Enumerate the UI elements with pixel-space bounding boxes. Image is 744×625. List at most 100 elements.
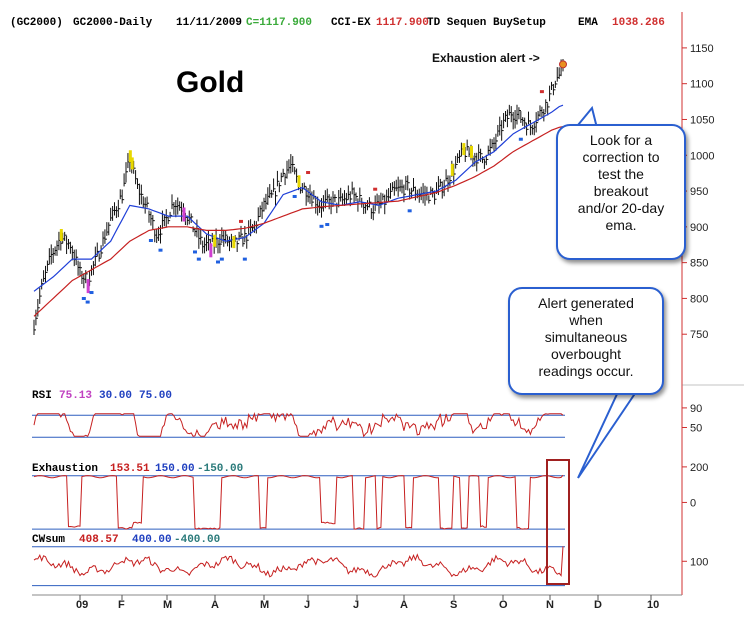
callout-line: overbought xyxy=(550,346,622,362)
callout-line: Alert generated xyxy=(538,295,634,311)
callout-correction: Look for a correction to test the breakout a… xyxy=(556,124,686,260)
support-marker xyxy=(216,260,220,264)
x-tick-label: A xyxy=(211,599,219,611)
callout-line: ema. xyxy=(605,217,637,233)
support-marker xyxy=(292,194,297,198)
support-marker xyxy=(81,296,86,300)
setup-bar xyxy=(128,150,132,163)
setup-bar xyxy=(130,157,134,170)
exhaustion-value: 153.51 xyxy=(110,463,150,475)
setup-bar xyxy=(462,143,466,156)
resistance-marker xyxy=(539,90,544,94)
cwsum-line xyxy=(33,546,564,578)
support-marker xyxy=(518,137,523,141)
setup-bar xyxy=(470,145,473,158)
price-tick-label: 800 xyxy=(690,293,708,305)
setup-bar xyxy=(450,163,454,176)
header-cci-label: CCI-EX xyxy=(331,17,371,29)
x-tick-label: 10 xyxy=(647,599,659,611)
header-date: 11/11/2009 xyxy=(176,17,242,29)
countdown-bar xyxy=(182,207,186,222)
support-marker xyxy=(158,248,163,252)
price-tick-label: 1100 xyxy=(690,79,714,91)
callout-line: correction to xyxy=(582,149,660,165)
support-marker xyxy=(325,223,330,227)
ema-50-line xyxy=(33,126,564,317)
exhaustion-tick-label: 200 xyxy=(690,462,708,474)
exhaustion-alert-annotation: Exhaustion alert -> xyxy=(432,51,540,65)
support-marker xyxy=(242,257,247,261)
callout-alert-generated: Alert generated when simultaneous overbough… xyxy=(508,287,664,395)
chart-title: Gold xyxy=(176,66,244,99)
price-tick-label: 750 xyxy=(690,329,708,341)
x-tick-label: J xyxy=(353,599,359,611)
callout-line: breakout xyxy=(593,183,649,199)
price-tick-label: 1050 xyxy=(690,114,714,126)
support-marker xyxy=(85,300,90,304)
setup-bar xyxy=(297,175,301,188)
price-tick-label: 850 xyxy=(690,258,708,270)
callout-line: and/or 20-day xyxy=(577,200,665,216)
header-study: TD Sequen BuySetup xyxy=(427,17,546,29)
x-tick-label: J xyxy=(304,599,310,611)
x-tick-label: 09 xyxy=(76,599,88,611)
callout-line: simultaneous xyxy=(544,329,628,345)
support-marker xyxy=(319,224,324,228)
cwsum-value: 408.57 xyxy=(79,534,119,546)
support-marker xyxy=(196,257,201,261)
setup-bar xyxy=(213,234,217,247)
rsi-label: RSI xyxy=(32,390,52,402)
ema-20-line xyxy=(33,104,564,292)
rsi-tick-label: 90 xyxy=(690,403,702,415)
exhaustion-line xyxy=(33,474,564,530)
rsi-level-low: 30.00 xyxy=(99,390,132,402)
x-tick-label: N xyxy=(546,599,554,611)
countdown-bar xyxy=(209,243,213,258)
x-tick-label: M xyxy=(260,599,269,611)
support-marker xyxy=(407,209,412,213)
setup-bar xyxy=(59,228,63,241)
x-tick-label: M xyxy=(163,599,172,611)
price-tick-label: 1000 xyxy=(690,150,714,162)
header-cci-value: 1117.900 xyxy=(376,17,429,29)
resistance-marker xyxy=(373,187,378,191)
setup-bar xyxy=(232,236,236,249)
callout-bottom-tail xyxy=(577,391,638,479)
header-close: C=1117.900 xyxy=(246,17,312,29)
header-name: GC2000-Daily xyxy=(73,17,153,29)
rsi-level-high: 75.00 xyxy=(139,390,172,402)
header-symbol: (GC2000) xyxy=(10,17,63,29)
support-marker xyxy=(148,239,153,243)
cwsum-label: CWsum xyxy=(32,534,65,546)
x-tick-label: F xyxy=(118,599,125,611)
callout-line: test the xyxy=(598,166,644,182)
cwsum-level-low: -400.00 xyxy=(174,534,220,546)
exhaustion-tick-label: 0 xyxy=(690,497,696,509)
x-tick-label: O xyxy=(499,599,508,611)
resistance-marker xyxy=(239,219,243,223)
x-tick-label: A xyxy=(400,599,408,611)
x-tick-label: S xyxy=(450,599,457,611)
callout-line: when xyxy=(569,312,603,328)
price-tick-label: 900 xyxy=(690,222,708,234)
countdown-bar xyxy=(86,279,90,294)
support-marker xyxy=(89,291,94,295)
support-marker xyxy=(219,257,224,261)
callout-line: Look for a xyxy=(589,132,653,148)
rsi-line xyxy=(33,412,564,438)
cwsum-tick-label: 100 xyxy=(690,556,708,568)
exhaustion-alert-marker xyxy=(559,60,567,69)
cwsum-level-high: 400.00 xyxy=(132,534,172,546)
exhaustion-level-high: 150.00 xyxy=(155,463,195,475)
rsi-value: 75.13 xyxy=(59,390,92,402)
price-tick-label: 1150 xyxy=(690,43,714,55)
exhaustion-label: Exhaustion xyxy=(32,463,98,475)
rsi-tick-label: 50 xyxy=(690,423,702,435)
overbought-highlight-box xyxy=(546,459,570,585)
x-tick-label: D xyxy=(594,599,602,611)
exhaustion-level-low: -150.00 xyxy=(197,463,243,475)
header-ema-value: 1038.286 xyxy=(612,17,665,29)
header-ema-label: EMA xyxy=(578,17,598,29)
resistance-marker xyxy=(306,171,311,175)
